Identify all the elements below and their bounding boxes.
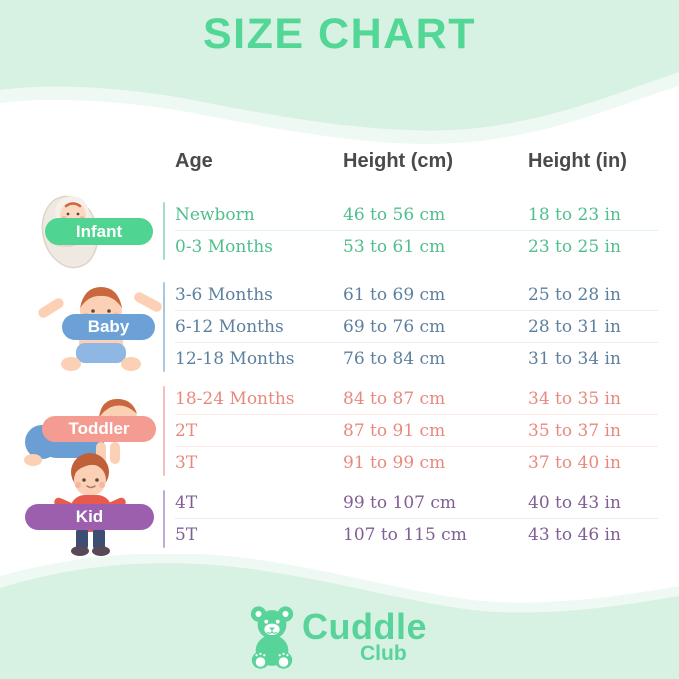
height-cm-cell: 46 to 56 cm <box>343 205 446 225</box>
group-rows-kid: 4T 99 to 107 cm 40 to 43 in 5T 107 to 11… <box>175 487 658 551</box>
table-row: 18-24 Months 84 to 87 cm 34 to 35 in <box>175 383 658 415</box>
brand-logo: Cuddle Club <box>248 604 468 676</box>
age-cell: 18-24 Months <box>175 389 295 409</box>
group-rows-baby: 3-6 Months 61 to 69 cm 25 to 28 in 6-12 … <box>175 279 658 375</box>
group-rows-toddler: 18-24 Months 84 to 87 cm 34 to 35 in 2T … <box>175 383 658 479</box>
table-row: 5T 107 to 115 cm 43 to 46 in <box>175 519 658 551</box>
age-cell: 4T <box>175 493 198 513</box>
age-cell: 12-18 Months <box>175 349 295 369</box>
table-row: 0-3 Months 53 to 61 cm 23 to 25 in <box>175 231 658 263</box>
height-in-cell: 37 to 40 in <box>528 453 621 473</box>
group-rows-infant: Newborn 46 to 56 cm 18 to 23 in 0-3 Mont… <box>175 199 658 263</box>
group-indicator-bar-infant <box>163 202 165 260</box>
group-label-toddler: Toddler <box>42 416 156 442</box>
age-cell: 2T <box>175 421 198 441</box>
table-row: 3T 91 to 99 cm 37 to 40 in <box>175 447 658 479</box>
group-label-infant: Infant <box>45 218 153 245</box>
age-cell: 3T <box>175 453 198 473</box>
page-title: SIZE CHART <box>203 10 476 58</box>
age-cell: 3-6 Months <box>175 285 273 305</box>
height-in-cell: 31 to 34 in <box>528 349 621 369</box>
height-in-cell: 43 to 46 in <box>528 525 621 545</box>
column-header-height-cm: Height (cm) <box>343 150 453 172</box>
height-in-cell: 25 to 28 in <box>528 285 621 305</box>
height-in-cell: 40 to 43 in <box>528 493 621 513</box>
height-in-cell: 34 to 35 in <box>528 389 621 409</box>
height-cm-cell: 61 to 69 cm <box>343 285 446 305</box>
brand-name: Cuddle <box>302 606 427 647</box>
table-row: 4T 99 to 107 cm 40 to 43 in <box>175 487 658 519</box>
height-in-cell: 28 to 31 in <box>528 317 621 337</box>
height-cm-cell: 99 to 107 cm <box>343 493 456 513</box>
group-indicator-bar-baby <box>163 282 165 372</box>
height-cm-cell: 53 to 61 cm <box>343 237 446 257</box>
height-in-cell: 23 to 25 in <box>528 237 621 257</box>
age-cell: 0-3 Months <box>175 237 273 257</box>
teddy-bear-icon <box>250 606 294 669</box>
height-cm-cell: 91 to 99 cm <box>343 453 446 473</box>
height-in-cell: 35 to 37 in <box>528 421 621 441</box>
table-row: Newborn 46 to 56 cm 18 to 23 in <box>175 199 658 231</box>
brand-subname: Club <box>360 642 407 665</box>
age-cell: Newborn <box>175 205 255 225</box>
table-row: 12-18 Months 76 to 84 cm 31 to 34 in <box>175 343 658 375</box>
group-indicator-bar-kid <box>163 490 165 548</box>
height-cm-cell: 107 to 115 cm <box>343 525 467 545</box>
sitting-baby-icon <box>35 283 167 378</box>
height-cm-cell: 84 to 87 cm <box>343 389 446 409</box>
height-cm-cell: 69 to 76 cm <box>343 317 446 337</box>
height-in-cell: 18 to 23 in <box>528 205 621 225</box>
height-cm-cell: 76 to 84 cm <box>343 349 446 369</box>
age-cell: 6-12 Months <box>175 317 284 337</box>
group-label-kid: Kid <box>25 504 154 530</box>
column-header-height-in: Height (in) <box>528 150 627 172</box>
age-cell: 5T <box>175 525 198 545</box>
table-row: 2T 87 to 91 cm 35 to 37 in <box>175 415 658 447</box>
table-row: 3-6 Months 61 to 69 cm 25 to 28 in <box>175 279 658 311</box>
group-indicator-bar-toddler <box>163 386 165 476</box>
group-label-baby: Baby <box>62 314 155 340</box>
height-cm-cell: 87 to 91 cm <box>343 421 446 441</box>
table-row: 6-12 Months 69 to 76 cm 28 to 31 in <box>175 311 658 343</box>
column-header-age: Age <box>175 150 213 172</box>
